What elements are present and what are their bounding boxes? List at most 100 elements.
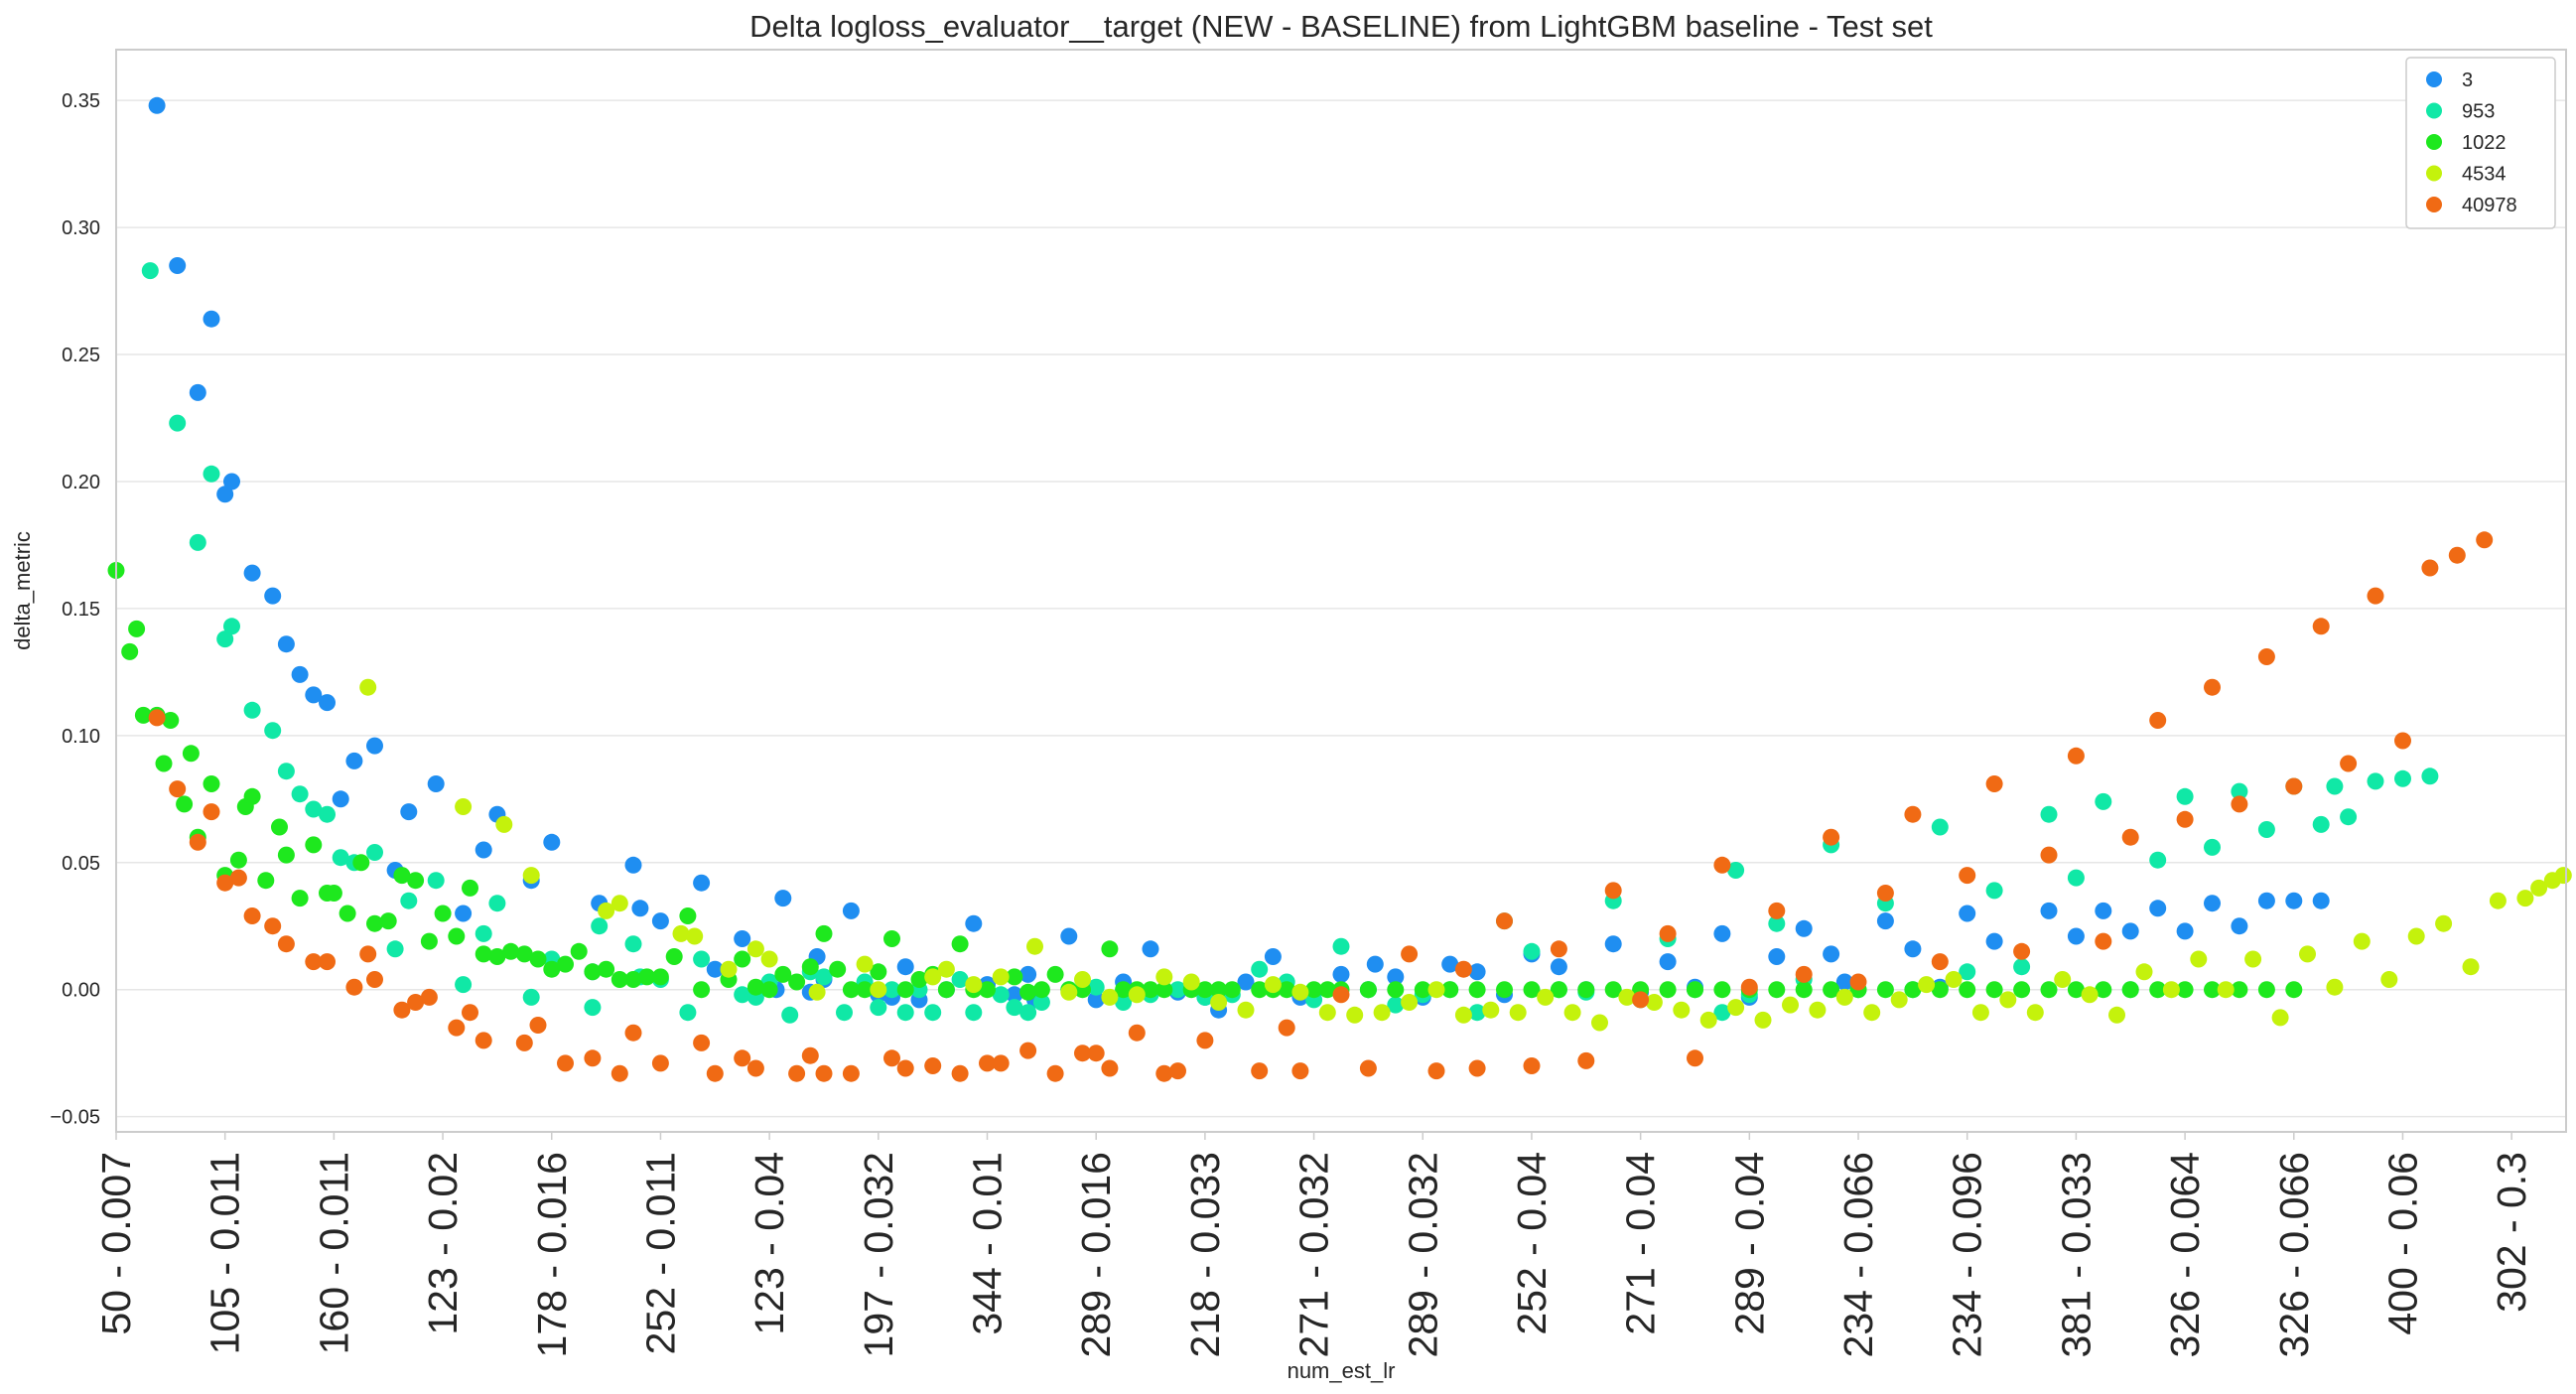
data-point — [359, 945, 377, 963]
data-point — [1427, 981, 1445, 999]
data-point — [1687, 1049, 1703, 1067]
data-point — [455, 976, 473, 994]
series-4534 — [359, 678, 2572, 1032]
x-tick-label: 160 - 0.011 — [311, 1152, 356, 1354]
data-point — [407, 994, 425, 1011]
x-tick-label: 289 - 0.016 — [1073, 1152, 1119, 1357]
data-point — [1945, 971, 1963, 988]
data-point — [2040, 902, 2058, 919]
data-point — [427, 872, 445, 890]
data-point — [393, 867, 411, 885]
x-tick-label: 302 - 0.3 — [2489, 1152, 2534, 1313]
data-point — [2244, 950, 2262, 968]
data-point — [1918, 976, 1936, 994]
data-point — [1550, 958, 1567, 976]
data-point — [203, 310, 220, 328]
data-point — [2121, 828, 2139, 846]
data-point — [1332, 937, 1350, 955]
data-point — [345, 752, 363, 769]
data-point — [2026, 1004, 2044, 1022]
data-point — [598, 902, 615, 919]
data-point — [2257, 892, 2275, 909]
y-tick-label: 0.15 — [62, 599, 100, 621]
data-point — [1387, 981, 1405, 999]
data-point — [924, 1004, 942, 1022]
y-axis-ticks: −0.05 0.00 0.05 0.10 0.15 0.20 0.25 0.30 0.35 — [50, 90, 100, 1128]
data-point — [1046, 1064, 1064, 1082]
data-point — [1278, 981, 1295, 999]
data-point — [189, 533, 206, 551]
data-point — [243, 701, 261, 719]
data-point — [2421, 559, 2439, 577]
data-point — [1155, 968, 1173, 986]
data-point — [856, 955, 874, 973]
data-point — [2013, 958, 2031, 976]
data-point — [2067, 981, 2085, 999]
data-point — [407, 872, 425, 890]
data-point — [1251, 1062, 1269, 1080]
data-point — [1768, 914, 1786, 932]
data-point — [475, 945, 492, 963]
data-point — [1768, 948, 1786, 965]
data-point — [339, 905, 356, 922]
data-point — [679, 1004, 697, 1022]
data-point — [1237, 1001, 1255, 1019]
data-point — [332, 849, 349, 867]
data-point — [1046, 965, 1064, 983]
legend-marker — [2426, 134, 2442, 150]
data-point — [557, 1054, 574, 1072]
data-point — [1985, 775, 2003, 792]
data-point — [706, 960, 724, 978]
data-point — [2394, 769, 2411, 787]
data-point — [1959, 905, 1976, 922]
data-point — [2285, 892, 2303, 909]
legend-label: 953 — [2462, 101, 2495, 123]
data-point — [672, 924, 690, 942]
x-tick-label: 123 - 0.04 — [746, 1152, 792, 1335]
data-point — [1740, 978, 1758, 996]
legend-label: 4534 — [2462, 164, 2507, 186]
y-tick-label: 0.10 — [62, 726, 100, 748]
data-point — [1264, 948, 1282, 965]
data-point — [271, 818, 288, 836]
data-point — [610, 1064, 628, 1082]
data-point — [420, 988, 438, 1006]
data-point — [2040, 846, 2058, 864]
data-point — [2516, 890, 2534, 907]
x-tick-label: 234 - 0.096 — [1945, 1152, 1990, 1357]
data-point — [264, 917, 282, 935]
data-point — [291, 890, 309, 907]
data-point — [332, 790, 349, 808]
data-point — [359, 678, 377, 696]
data-point — [1332, 965, 1350, 983]
data-point — [2135, 963, 2153, 981]
data-point — [2108, 1006, 2125, 1024]
data-point — [2204, 981, 2221, 999]
data-point — [720, 960, 738, 978]
data-point — [883, 1049, 900, 1067]
data-point — [1468, 1004, 1486, 1022]
data-point — [734, 1049, 751, 1067]
x-tick-label: 271 - 0.032 — [1291, 1152, 1337, 1357]
data-point — [2530, 879, 2548, 897]
data-point — [1673, 1001, 1691, 1019]
data-point — [1727, 862, 1745, 879]
data-point — [543, 960, 561, 978]
data-point — [379, 912, 397, 930]
data-point — [992, 1054, 1010, 1072]
data-point — [1087, 1045, 1105, 1062]
data-point — [883, 981, 900, 999]
data-point — [2204, 895, 2221, 912]
data-point — [624, 971, 642, 988]
data-point — [488, 948, 506, 965]
data-point — [651, 968, 669, 986]
data-point — [128, 620, 146, 637]
data-point — [1863, 1004, 1881, 1022]
data-point — [1026, 937, 1043, 955]
data-point — [1713, 856, 1731, 874]
data-point — [325, 885, 342, 902]
data-point — [2462, 958, 2480, 976]
data-point — [1169, 1062, 1186, 1080]
data-point — [264, 722, 282, 740]
data-point — [475, 841, 492, 859]
